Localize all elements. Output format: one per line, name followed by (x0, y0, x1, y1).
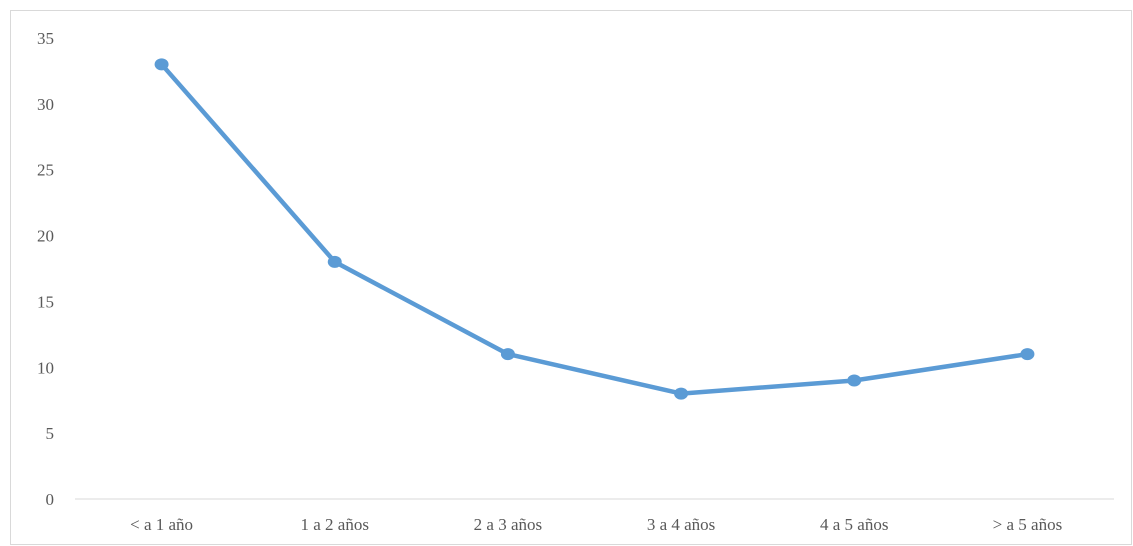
x-tick-label: 1 a 2 años (301, 515, 369, 534)
data-points (154, 58, 1035, 400)
data-point (674, 387, 689, 400)
data-point (327, 255, 342, 268)
y-tick-label: 15 (37, 292, 54, 311)
x-tick-label: 4 a 5 años (820, 515, 888, 534)
data-point (500, 348, 515, 361)
y-tick-label: 10 (37, 358, 54, 377)
y-tick-label: 0 (46, 490, 55, 509)
x-tick-label: < a 1 año (130, 515, 193, 534)
x-axis-tick-labels: < a 1 año 1 a 2 años 2 a 3 años 3 a 4 años 4… (130, 515, 1062, 534)
y-tick-label: 25 (37, 161, 54, 180)
x-tick-label: 2 a 3 años (474, 515, 542, 534)
y-tick-label: 5 (46, 424, 55, 443)
y-tick-label: 35 (37, 29, 54, 48)
series-line (159, 62, 1030, 396)
x-tick-label: 3 a 4 años (647, 515, 715, 534)
x-tick-label: > a 5 años (993, 515, 1063, 534)
data-point (1020, 348, 1035, 361)
chart-frame (10, 10, 1132, 545)
y-tick-label: 20 (37, 227, 54, 246)
y-tick-label: 30 (37, 95, 54, 114)
data-point (847, 374, 862, 387)
y-axis-tick-labels: 0 5 10 15 20 25 30 35 (37, 29, 54, 509)
data-point (154, 58, 169, 71)
